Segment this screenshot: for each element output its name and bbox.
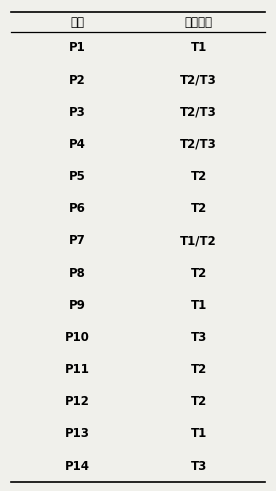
Text: P2: P2	[69, 74, 86, 86]
Text: T2: T2	[191, 267, 207, 279]
Text: T2/T3: T2/T3	[180, 106, 217, 119]
Text: P13: P13	[65, 428, 90, 440]
Text: T2: T2	[191, 395, 207, 408]
Text: P8: P8	[69, 267, 86, 279]
Text: P5: P5	[69, 170, 86, 183]
Text: T1: T1	[191, 428, 207, 440]
Text: T2: T2	[191, 363, 207, 376]
Text: P7: P7	[69, 235, 86, 247]
Text: P3: P3	[69, 106, 86, 119]
Text: T1/T2: T1/T2	[180, 235, 217, 247]
Text: 编号: 编号	[70, 16, 84, 28]
Text: T3: T3	[191, 460, 207, 472]
Text: P9: P9	[69, 299, 86, 312]
Text: P11: P11	[65, 363, 90, 376]
Text: P14: P14	[65, 460, 90, 472]
Text: T2: T2	[191, 170, 207, 183]
Text: T2/T3: T2/T3	[180, 74, 217, 86]
Text: P12: P12	[65, 395, 90, 408]
Text: T1: T1	[191, 42, 207, 55]
Text: 装配工具: 装配工具	[185, 16, 213, 28]
Text: T1: T1	[191, 299, 207, 312]
Text: T2: T2	[191, 202, 207, 215]
Text: T3: T3	[191, 331, 207, 344]
Text: T2/T3: T2/T3	[180, 138, 217, 151]
Text: P4: P4	[69, 138, 86, 151]
Text: P10: P10	[65, 331, 90, 344]
Text: P6: P6	[69, 202, 86, 215]
Text: P1: P1	[69, 42, 86, 55]
